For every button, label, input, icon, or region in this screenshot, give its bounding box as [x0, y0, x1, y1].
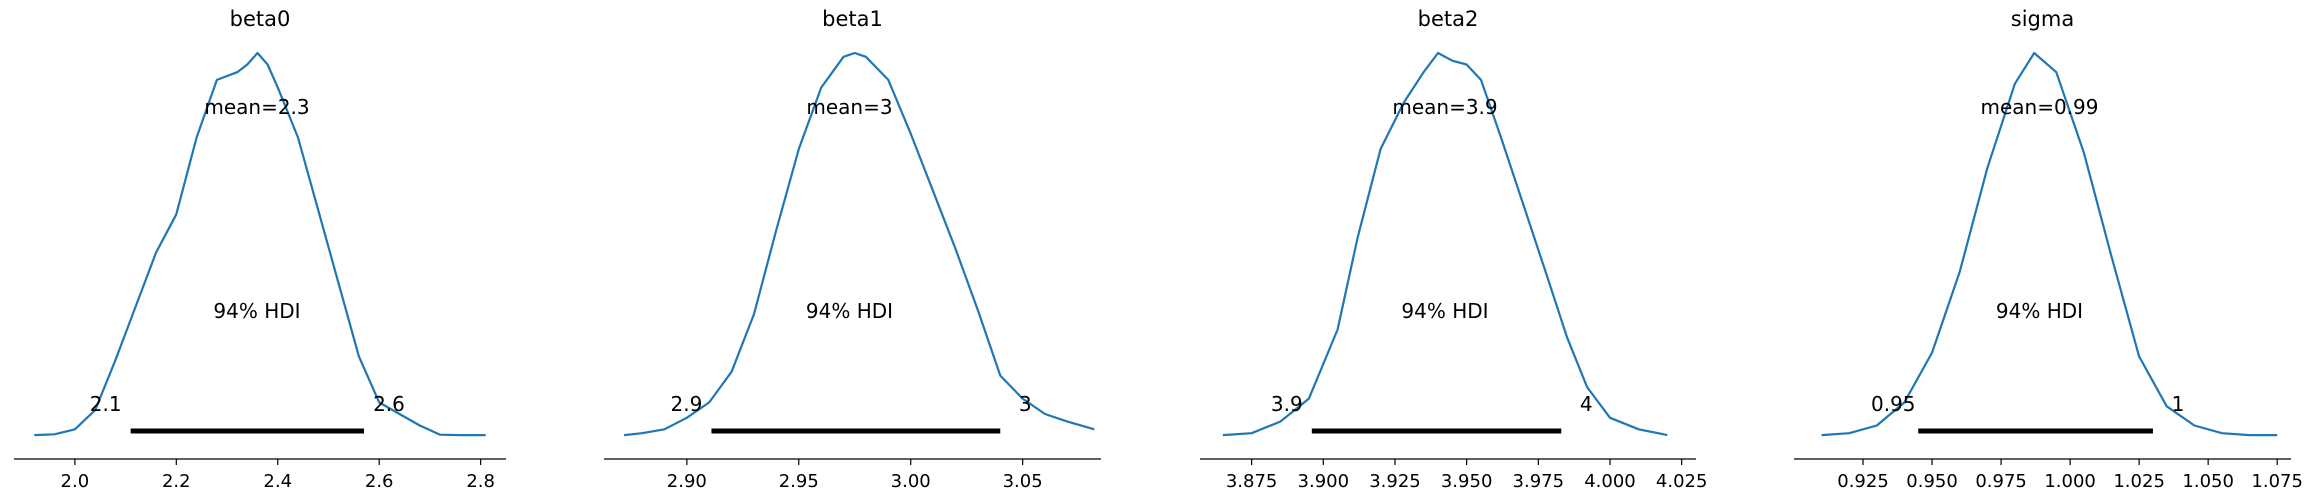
panels: beta0 mean=2.3 94% HDI 2.1 2.6 2.0 2.2 2.4 2.6 2.…: [14, 7, 2303, 492]
panel-title: sigma: [2011, 7, 2074, 31]
panel-beta1: beta1 mean=3 94% HDI 2.9 3 2.90 2.95 3.00 3.05: [604, 7, 1101, 492]
x-tick-label: 3.875: [1226, 471, 1278, 492]
x-tick-label: 2.8: [466, 471, 495, 492]
hdi-label: 94% HDI: [806, 299, 893, 323]
x-tick-label: 2.90: [667, 471, 707, 492]
hdi-label: 94% HDI: [1996, 299, 2083, 323]
hdi-upper-label: 1: [2172, 392, 2185, 416]
x-tick-label: 3.00: [891, 471, 931, 492]
x-tick-label: 2.6: [365, 471, 394, 492]
hdi-lower-label: 3.9: [1271, 392, 1303, 416]
density-curve: [1222, 51, 1668, 437]
mean-label: mean=3: [806, 95, 892, 119]
density-curve: [623, 51, 1095, 437]
panel-sigma: sigma mean=0.99 94% HDI 0.95 1 0.925 0.950 0.97…: [1794, 7, 2303, 492]
x-tick-label: 3.950: [1441, 471, 1493, 492]
x-tick-label: 0.975: [1975, 471, 2027, 492]
mean-label: mean=0.99: [1980, 95, 2098, 119]
panel-title: beta0: [230, 7, 291, 31]
x-tick-label: 3.900: [1298, 471, 1350, 492]
panel-beta0: beta0 mean=2.3 94% HDI 2.1 2.6 2.0 2.2 2.4 2.6 2.…: [14, 7, 506, 492]
density-curve: [34, 51, 486, 437]
x-tick-label: 1.075: [2251, 471, 2303, 492]
hdi-label: 94% HDI: [1401, 299, 1488, 323]
x-tick-label: 2.95: [779, 471, 819, 492]
x-tick-label: 0.950: [1906, 471, 1958, 492]
hdi-upper-label: 3: [1019, 392, 1032, 416]
x-tick-label: 0.925: [1837, 471, 1889, 492]
x-tick-label: 2.0: [61, 471, 90, 492]
panel-beta2: beta2 mean=3.9 94% HDI 3.9 4 3.875 3.900 3.925 3…: [1200, 7, 1707, 492]
x-tick-label: 1.000: [2044, 471, 2096, 492]
x-tick-label: 1.050: [2182, 471, 2234, 492]
x-tick-label: 3.975: [1513, 471, 1565, 492]
hdi-upper-label: 4: [1580, 392, 1593, 416]
x-tick-label: 2.2: [162, 471, 191, 492]
hdi-label: 94% HDI: [213, 299, 300, 323]
x-tick-label: 3.925: [1369, 471, 1421, 492]
panel-title: beta1: [822, 7, 883, 31]
panel-title: beta2: [1418, 7, 1479, 31]
x-tick-label: 4.025: [1656, 471, 1708, 492]
density-curve: [1821, 51, 2278, 437]
hdi-lower-label: 2.9: [671, 392, 703, 416]
hdi-upper-label: 2.6: [373, 392, 405, 416]
hdi-lower-label: 2.1: [90, 392, 122, 416]
mean-label: mean=3.9: [1392, 95, 1497, 119]
x-tick-label: 4.000: [1584, 471, 1636, 492]
x-tick-label: 1.025: [2113, 471, 2165, 492]
hdi-lower-label: 0.95: [1871, 392, 1916, 416]
x-tick-label: 2.4: [263, 471, 292, 492]
mean-label: mean=2.3: [204, 95, 309, 119]
x-tick-label: 3.05: [1003, 471, 1043, 492]
